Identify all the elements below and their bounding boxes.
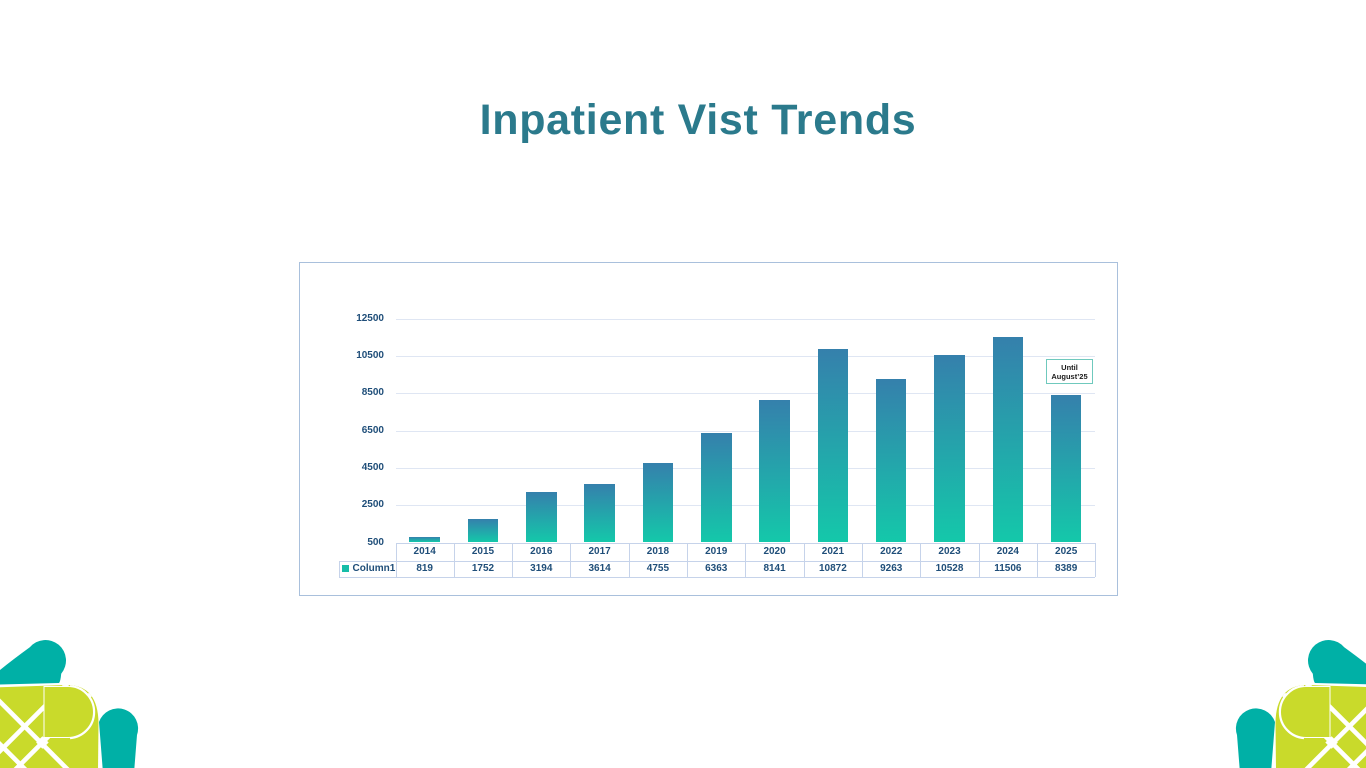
y-axis-label: 6500 [361, 424, 384, 436]
table-year-cell: 2014 [413, 546, 436, 557]
annotation-line-1: Until [1061, 362, 1078, 372]
y-axis-label: 12500 [356, 312, 384, 324]
table-line [687, 542, 689, 577]
table-line [339, 577, 1096, 578]
table-year-cell: 2022 [880, 546, 903, 557]
lattice-leaf [1279, 686, 1331, 738]
bar-2020 [759, 399, 790, 543]
table-line [512, 542, 514, 577]
y-axis-label: 500 [367, 536, 384, 548]
table-year-cell: 2018 [646, 546, 670, 557]
table-year-cell: 2025 [1055, 546, 1078, 557]
y-axis-label: 2500 [361, 499, 384, 511]
table-line [395, 542, 397, 577]
table-value-cell: 819 [416, 563, 433, 574]
gridline [395, 393, 1096, 395]
table-line [803, 542, 805, 577]
annotation-box: Until August’25 [1046, 359, 1093, 384]
table-year-cell: 2020 [763, 546, 786, 557]
bar-2014 [409, 536, 440, 543]
gridline [395, 318, 1096, 320]
y-axis-label: 8500 [361, 387, 384, 399]
lattice-leaf [43, 686, 95, 738]
table-value-cell: 3194 [530, 563, 553, 574]
table-value-cell: 11506 [994, 563, 1022, 574]
gridline [395, 355, 1096, 357]
table-year-cell: 2021 [821, 546, 845, 557]
bar-2025 [1050, 395, 1082, 543]
bar-2016 [526, 492, 557, 543]
table-line [745, 542, 747, 577]
bar-2022 [875, 378, 907, 543]
annotation-line-2: August’25 [1051, 371, 1088, 381]
table-value-cell: 4755 [646, 563, 670, 574]
legend-key-swatch [342, 565, 349, 572]
table-line [453, 542, 455, 577]
bar-2015 [467, 519, 499, 543]
slide-title: Inpatient Vist Trends [479, 96, 917, 144]
table-line [862, 542, 864, 577]
teal-petal-upper [1307, 639, 1366, 685]
table-value-cell: 8389 [1055, 563, 1078, 574]
teal-petal-upper [0, 639, 67, 685]
table-line [1095, 542, 1097, 577]
teal-petal-lower [99, 708, 139, 768]
bar-2017 [584, 484, 615, 543]
bar-2021 [817, 348, 849, 543]
y-axis-label: 10500 [356, 349, 384, 361]
legend-series-name: Column1 [352, 563, 396, 574]
table-year-cell: 2016 [530, 546, 553, 557]
table-line [339, 560, 1096, 562]
table-line [1037, 542, 1039, 577]
table-value-cell: 9263 [880, 563, 903, 574]
table-year-cell: 2024 [996, 546, 1019, 557]
y-axis-label: 4500 [361, 461, 384, 473]
table-value-cell: 1752 [471, 563, 495, 574]
bar-2023 [934, 355, 965, 543]
gridline [395, 467, 1096, 469]
gridline [395, 430, 1096, 432]
table-year-cell: 2017 [588, 546, 611, 557]
table-line [628, 542, 630, 577]
table-year-cell: 2023 [938, 546, 961, 557]
chart-frame: 500 2500 4500 6500 8500 10500 12500 2014 819 2015… [299, 262, 1118, 596]
table-year-cell: 2019 [705, 546, 728, 557]
bar-2018 [642, 463, 674, 543]
table-year-cell: 2015 [471, 546, 495, 557]
table-value-cell: 3614 [588, 563, 611, 574]
bar-2019 [701, 433, 732, 543]
gridline [395, 505, 1096, 507]
bar-2024 [992, 337, 1024, 543]
corner-ornament-right [1235, 639, 1366, 768]
table-line [339, 560, 340, 577]
table-value-cell: 6363 [705, 563, 728, 574]
corner-ornament-left [0, 639, 139, 768]
teal-petal-lower [1235, 708, 1275, 768]
table-line [978, 542, 980, 577]
table-value-cell: 10872 [818, 563, 847, 574]
table-line [570, 542, 572, 577]
table-line [920, 542, 922, 577]
table-value-cell: 10528 [935, 563, 964, 574]
table-value-cell: 8141 [763, 563, 786, 574]
